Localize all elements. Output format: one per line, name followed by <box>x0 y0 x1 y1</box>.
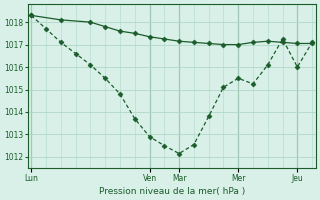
X-axis label: Pression niveau de la mer( hPa ): Pression niveau de la mer( hPa ) <box>99 187 245 196</box>
